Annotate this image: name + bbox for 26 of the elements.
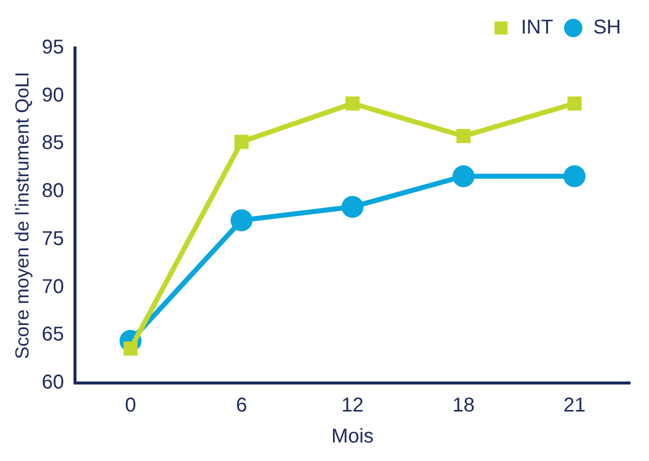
y-tick-label: 85 — [42, 132, 64, 154]
y-tick-label: 80 — [42, 180, 64, 202]
point — [234, 134, 249, 149]
legend-label: SH — [593, 16, 622, 39]
x-tick-label: 0 — [124, 394, 136, 417]
point — [456, 128, 471, 144]
y-tick-label: 60 — [42, 372, 64, 394]
point — [123, 341, 138, 356]
x-tick-label: 12 — [341, 394, 364, 417]
point — [230, 209, 253, 232]
point — [567, 96, 582, 111]
y-tick-label: 70 — [42, 276, 64, 298]
y-tick-label: 75 — [42, 228, 64, 250]
y-tick-label: 65 — [42, 324, 64, 346]
y-tick-label: 95 — [42, 36, 64, 59]
point — [345, 96, 360, 111]
point — [564, 165, 586, 188]
x-axis-title: Mois — [331, 426, 374, 448]
point — [452, 165, 475, 188]
legend-label: INT — [521, 16, 554, 39]
y-axis-title: Score moyen de l’instrument QoLI — [12, 72, 34, 360]
x-tick-label: 21 — [563, 394, 586, 417]
x-tick-label: 6 — [236, 394, 248, 417]
x-tick-label: 18 — [452, 394, 475, 417]
point — [342, 196, 364, 218]
y-tick-label: 90 — [42, 84, 64, 106]
